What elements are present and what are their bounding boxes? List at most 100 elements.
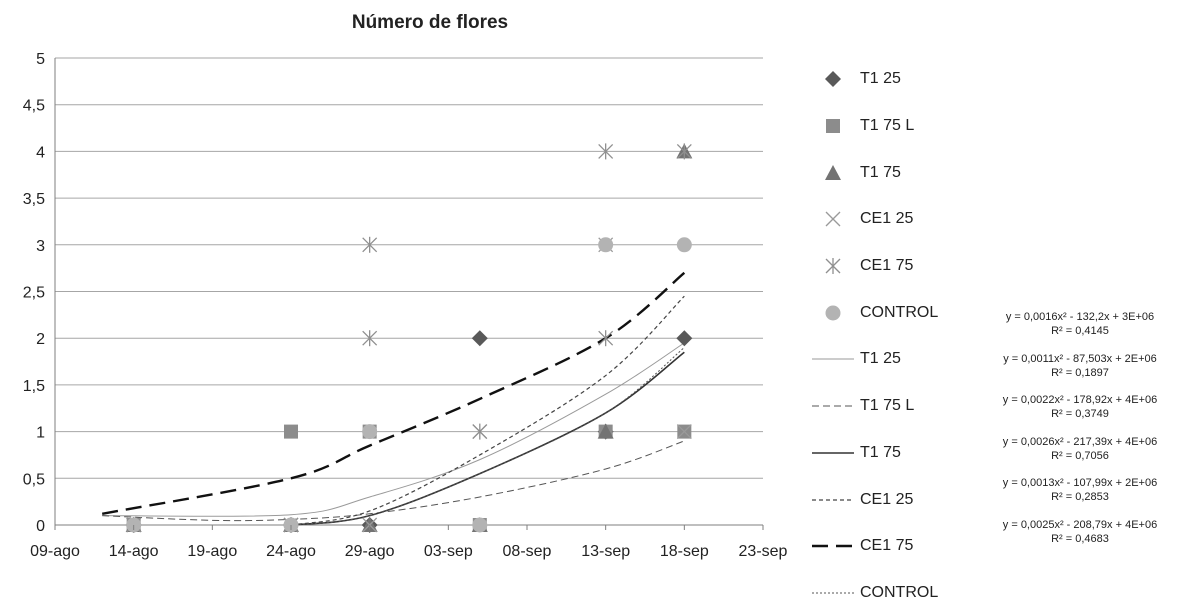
x-tick-label: 03-sep: [424, 543, 473, 560]
r-squared-text: R² = 0,4683: [1051, 532, 1109, 545]
data-point: [597, 423, 614, 439]
legend-item-marker: T1 25: [810, 56, 980, 103]
legend-swatch: [810, 536, 856, 556]
equation-text: y = 0,0025x² - 208,79x + 4E+06: [1002, 518, 1158, 531]
legend-swatch: [810, 303, 856, 323]
legend-marker: [825, 305, 841, 321]
legend-item-marker: CONTROL: [810, 289, 980, 336]
legend: T1 25 T1 75 L T1 75 CE1 25 CE1 75 CONTROL T1 2…: [810, 56, 980, 616]
legend-item-trendline: T1 75 L: [810, 383, 980, 430]
trendline-equation: y = 0,0025x² - 208,79x + 4E+06 R² = 0,468…: [980, 518, 1180, 560]
y-tick-label: 4,5: [23, 98, 45, 115]
equation-text: y = 0,0013x² - 107,99x + 2E+06: [1002, 477, 1158, 489]
data-point: [472, 517, 488, 533]
equation-text: y = 0,0022x² - 178,92x + 4E+06: [1002, 394, 1158, 406]
legend-label: T1 75: [860, 443, 901, 461]
legend-item-trendline: T1 25: [810, 336, 980, 383]
legend-label: CONTROL: [860, 583, 939, 601]
data-point: [598, 143, 614, 160]
x-tick-label: 09-ago: [30, 543, 80, 560]
legend-label: CE1 75: [860, 537, 914, 555]
y-axis-ticks: 0 0,5 1 1,5 2 2,5 3 3,5 4 4,5 5: [23, 51, 45, 535]
legend-swatch: [810, 583, 856, 603]
legend-label: T1 75 L: [860, 397, 915, 415]
y-tick-label: 4: [36, 144, 45, 161]
y-tick-label: 3: [36, 238, 45, 255]
trendline: [102, 342, 685, 517]
legend-item-trendline: CONTROL: [810, 570, 980, 616]
data-point: [676, 143, 692, 160]
legend-swatch: [810, 349, 856, 369]
legend-marker: [825, 164, 841, 180]
y-tick-label: 0: [36, 518, 45, 535]
data-point: [676, 237, 692, 253]
legend-label: T1 75 L: [860, 117, 915, 135]
x-tick-label: 29-ago: [345, 543, 395, 560]
x-tick-label: 24-ago: [266, 543, 316, 560]
data-point: [284, 424, 298, 439]
data-point: [362, 236, 378, 253]
data-point: [362, 330, 378, 347]
legend-label: T1 25: [860, 70, 901, 88]
x-axis-ticks: 09-ago 14-ago 19-ago 24-ago 29-ago 03-sep 08-s…: [30, 525, 788, 560]
legend-item-trendline: T1 75: [810, 430, 980, 477]
data-point: [598, 330, 614, 347]
legend-item-trendline: CE1 75: [810, 523, 980, 570]
x-tick-label: 18-sep: [660, 543, 709, 560]
y-tick-label: 2,5: [23, 285, 45, 302]
r-squared-text: R² = 0,7056: [1051, 449, 1109, 462]
x-tick-label: 23-sep: [739, 543, 788, 560]
legend-swatch: [810, 69, 856, 89]
data-points: [125, 143, 693, 533]
legend-item-trendline: CE1 25: [810, 476, 980, 523]
trendline: [290, 351, 685, 526]
x-tick-label: 19-ago: [187, 543, 237, 560]
legend-label: T1 75: [860, 163, 901, 181]
y-tick-label: 3,5: [23, 191, 45, 208]
trendline: [290, 347, 685, 526]
trendline-equation: y = 0,0011x² - 87,503x + 2E+06 R² = 0,189…: [980, 352, 1180, 394]
trendline: [290, 295, 685, 526]
y-tick-label: 2: [36, 331, 45, 348]
x-tick-label: 14-ago: [109, 543, 159, 560]
legend-label: CE1 75: [860, 257, 914, 275]
data-point: [471, 330, 488, 347]
legend-swatch: [810, 116, 856, 136]
trendline-equation: y = 0,0026x² - 217,39x + 4E+06 R² = 0,705…: [980, 435, 1180, 477]
legend-label: T1 25: [860, 350, 901, 368]
equation-text: y = 0,0026x² - 217,39x + 4E+06: [1002, 435, 1158, 448]
legend-swatch: [810, 396, 856, 416]
legend-label: CE1 25: [860, 490, 914, 508]
r-squared-text: R² = 0,2853: [1051, 491, 1109, 503]
trendline: [101, 271, 686, 515]
x-tick-label: 08-sep: [503, 543, 552, 560]
r-squared-text: R² = 0,1897: [1051, 366, 1109, 379]
legend-marker: [825, 258, 841, 275]
y-tick-label: 5: [36, 51, 45, 68]
r-squared-text: R² = 0,3749: [1051, 408, 1109, 420]
trendlines: [101, 271, 686, 526]
equation-text: y = 0,0011x² - 87,503x + 2E+06: [1003, 352, 1157, 365]
x-tick-label: 13-sep: [581, 543, 630, 560]
legend-item-marker: T1 75: [810, 149, 980, 196]
legend-swatch: [810, 490, 856, 510]
chart-title: Número de flores: [351, 12, 509, 33]
data-point: [676, 330, 693, 347]
data-point: [472, 423, 488, 440]
legend-label: CONTROL: [860, 303, 939, 321]
legend-item-marker: CE1 75: [810, 243, 980, 290]
legend-swatch: [810, 163, 856, 183]
legend-marker: [825, 71, 841, 88]
trendline-equation: y = 0,0013x² - 107,99x + 2E+06 R² = 0,285…: [980, 476, 1180, 518]
trendline-equation: y = 0,0022x² - 178,92x + 4E+06 R² = 0,374…: [980, 393, 1180, 435]
equation-text: y = 0,0016x² - 132,2x + 3E+06: [1005, 311, 1155, 323]
y-tick-label: 1,5: [23, 378, 45, 395]
legend-swatch: [810, 443, 856, 463]
trendline-equations: y = 0,0016x² - 132,2x + 3E+06 R² = 0,4145…: [980, 310, 1180, 559]
legend-swatch: [810, 209, 856, 229]
y-tick-label: 1: [36, 425, 45, 442]
data-point: [676, 424, 692, 440]
legend-swatch: [810, 256, 856, 276]
gridlines: [54, 57, 763, 526]
legend-item-marker: CE1 25: [810, 196, 980, 243]
